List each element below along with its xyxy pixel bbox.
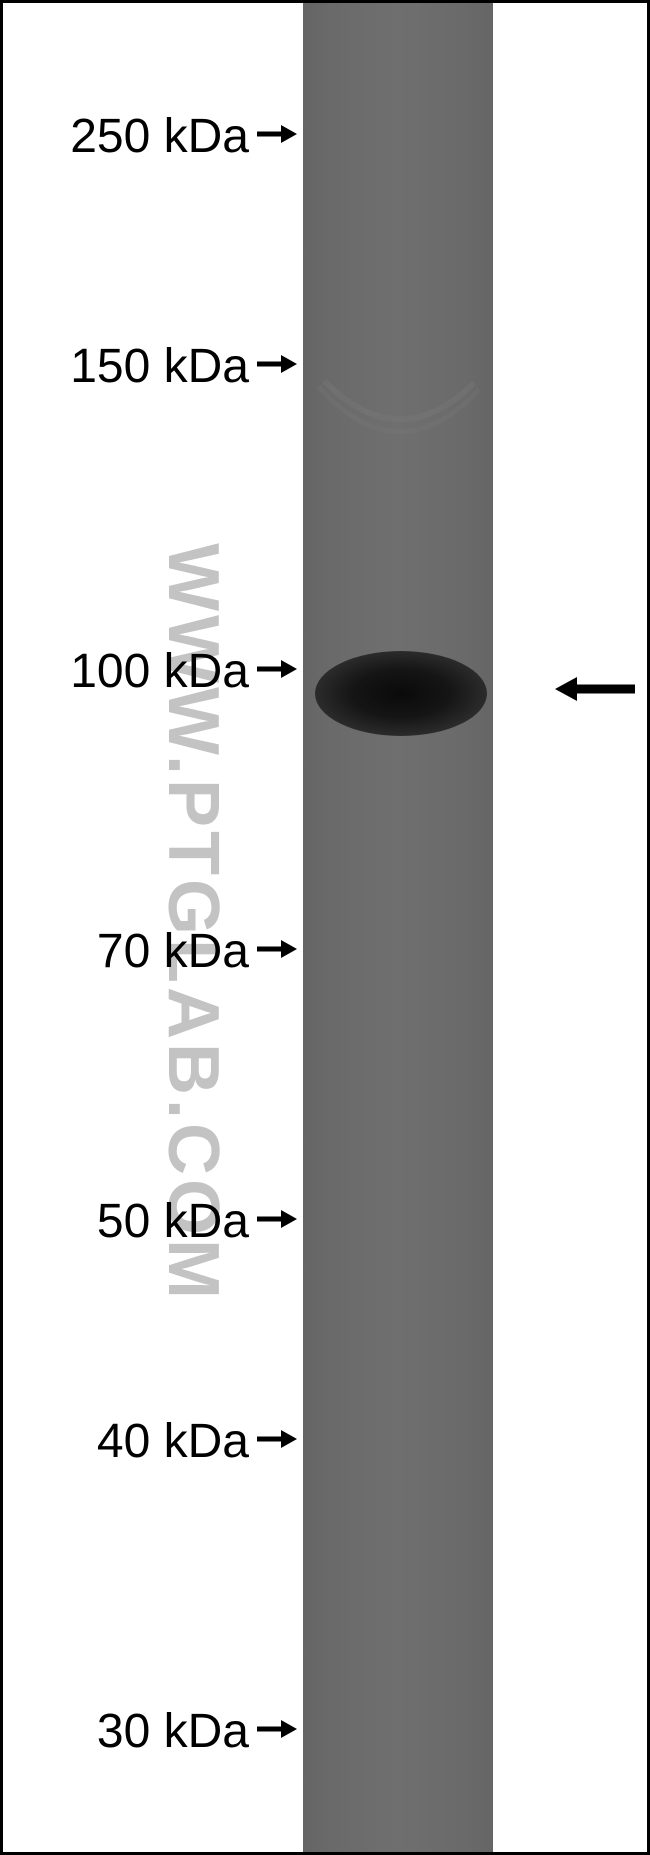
protein-band <box>315 651 487 736</box>
marker-label-40: 40 kDa <box>97 1414 249 1469</box>
marker-arrow-icon <box>257 353 297 375</box>
lane-artifact <box>303 353 493 503</box>
result-arrow-icon <box>555 675 635 703</box>
marker-label-100: 100 kDa <box>70 644 249 699</box>
marker-arrow-icon <box>257 658 297 680</box>
gel-lane <box>303 3 493 1852</box>
marker-arrow-icon <box>257 1208 297 1230</box>
marker-arrow-icon <box>257 938 297 960</box>
marker-arrow-icon <box>257 123 297 145</box>
marker-label-50: 50 kDa <box>97 1194 249 1249</box>
marker-label-250: 250 kDa <box>70 109 249 164</box>
blot-container: WWW.PTGLAB.COM 250 kDa 150 kDa 100 kDa 7… <box>0 0 650 1855</box>
marker-label-30: 30 kDa <box>97 1704 249 1759</box>
marker-label-70: 70 kDa <box>97 924 249 979</box>
marker-arrow-icon <box>257 1428 297 1450</box>
marker-arrow-icon <box>257 1718 297 1740</box>
marker-label-150: 150 kDa <box>70 339 249 394</box>
